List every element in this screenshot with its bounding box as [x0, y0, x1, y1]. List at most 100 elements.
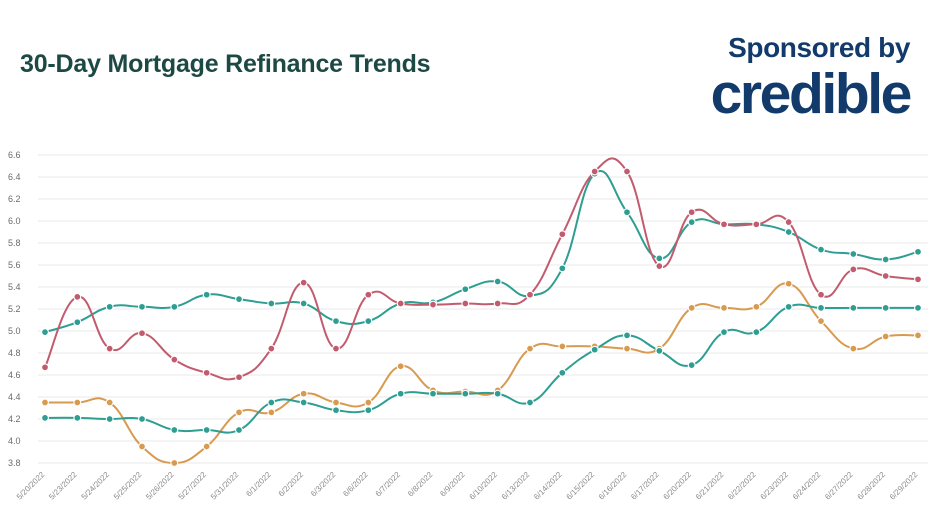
data-point	[299, 278, 308, 287]
x-axis-tick-label: 6/24/2022	[791, 470, 823, 502]
x-axis-tick-labels: 5/20/2022 5/23/2022 5/24/2022 5/25/2022 5/26…	[15, 470, 920, 502]
data-point	[396, 389, 405, 398]
x-axis-tick-label: 5/31/2022	[209, 470, 241, 502]
data-point	[461, 285, 470, 294]
y-axis-tick-label: 3.8	[8, 458, 21, 468]
x-axis-tick-label: 6/23/2022	[759, 470, 791, 502]
data-point	[558, 342, 567, 351]
data-point	[655, 262, 664, 271]
data-point	[881, 332, 890, 341]
x-axis-tick-label: 6/9/2022	[438, 470, 467, 499]
data-point	[526, 398, 534, 407]
x-axis-tick-label: 5/27/2022	[177, 470, 209, 502]
data-point	[396, 362, 405, 371]
data-point	[914, 247, 922, 256]
data-point	[849, 250, 858, 258]
x-axis-tick-label: 6/22/2022	[726, 470, 758, 502]
data-point	[364, 398, 373, 407]
y-axis-tick-label: 6.6	[8, 150, 21, 160]
y-axis-tick-label: 6.0	[8, 216, 21, 226]
data-point	[396, 299, 405, 308]
data-point	[138, 442, 146, 451]
data-point	[623, 331, 631, 340]
data-point	[623, 167, 631, 176]
data-point	[105, 344, 114, 353]
data-point	[687, 361, 696, 370]
data-point	[914, 303, 922, 312]
x-axis-tick-label: 5/26/2022	[144, 470, 176, 502]
x-axis-tick-label: 6/21/2022	[694, 470, 726, 502]
data-point	[105, 398, 114, 407]
data-point	[332, 344, 340, 353]
y-axis-tick-label: 4.8	[8, 348, 21, 358]
series-line-teal-series	[44, 170, 919, 334]
data-point	[41, 328, 49, 337]
data-point	[299, 299, 308, 308]
x-axis-tick-label: 6/1/2022	[244, 470, 273, 499]
data-point	[784, 218, 793, 227]
data-point	[493, 277, 502, 286]
data-point	[73, 318, 82, 327]
data-point	[235, 426, 243, 434]
x-axis-tick-label: 6/2/2022	[277, 470, 306, 499]
data-point	[526, 344, 534, 353]
data-point	[881, 272, 890, 280]
data-point	[720, 303, 728, 312]
x-axis-tick-label: 5/23/2022	[47, 470, 79, 502]
data-point	[461, 389, 470, 398]
data-point	[720, 328, 728, 337]
data-point	[267, 408, 276, 417]
x-axis-tick-label: 6/27/2022	[823, 470, 855, 502]
data-point	[752, 302, 761, 311]
x-axis-tick-label: 6/10/2022	[468, 470, 500, 502]
data-point	[202, 290, 211, 299]
data-point	[817, 290, 825, 299]
data-point	[235, 295, 243, 304]
data-point	[170, 302, 179, 311]
data-point	[170, 459, 179, 467]
data-point	[784, 279, 793, 288]
data-point	[623, 344, 631, 353]
data-point	[493, 389, 502, 398]
data-point	[914, 275, 922, 284]
x-axis-tick-label: 6/28/2022	[856, 470, 888, 502]
series-line-orange-series	[44, 282, 919, 464]
y-axis-tick-label: 5.2	[8, 304, 21, 314]
data-point	[655, 254, 664, 263]
data-point	[720, 220, 728, 229]
data-point	[41, 398, 49, 407]
data-point	[202, 368, 211, 377]
x-axis-tick-label: 6/3/2022	[309, 470, 338, 499]
y-axis-tick-label: 4.2	[8, 414, 21, 424]
data-point	[364, 290, 373, 299]
data-point	[170, 355, 179, 364]
x-axis-tick-label: 6/13/2022	[500, 470, 532, 502]
data-point	[105, 302, 114, 311]
data-point	[881, 303, 890, 312]
data-point	[881, 255, 890, 264]
data-point	[267, 344, 276, 353]
x-axis-tick-label: 5/20/2022	[15, 470, 47, 502]
data-point	[817, 317, 825, 326]
data-point	[138, 329, 146, 338]
x-axis-tick-label: 5/24/2022	[80, 470, 112, 502]
x-axis-tick-label: 5/25/2022	[112, 470, 144, 502]
data-point	[817, 303, 825, 312]
data-point	[267, 299, 276, 308]
data-point	[41, 413, 49, 422]
data-point	[558, 230, 567, 239]
x-axis-tick-label: 6/29/2022	[888, 470, 920, 502]
x-axis-tick-label: 6/7/2022	[374, 470, 403, 499]
data-point	[687, 218, 696, 227]
y-axis-tick-label: 4.0	[8, 436, 21, 446]
data-point	[914, 331, 922, 340]
data-point	[332, 398, 340, 407]
data-point	[138, 302, 146, 311]
data-point	[170, 426, 179, 434]
data-point	[784, 228, 793, 236]
y-axis-tick-label: 5.8	[8, 238, 21, 248]
data-point	[429, 389, 437, 398]
data-point	[235, 408, 243, 417]
